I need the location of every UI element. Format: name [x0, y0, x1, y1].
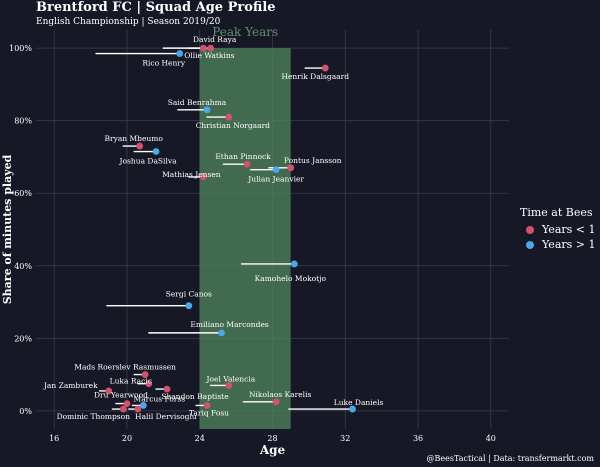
peak-years-band: [199, 48, 291, 430]
player-label: Mads Roerslev Rasmussen: [74, 363, 176, 372]
y-tick-label: 80%: [14, 117, 32, 126]
legend-dot-icon: [526, 225, 534, 234]
y-tick-label: 100%: [9, 44, 32, 53]
player-label: Sergi Canos: [166, 290, 212, 299]
y-tick-label: 60%: [14, 189, 32, 198]
x-tick-label: 40: [486, 434, 496, 443]
x-axis-title: Age: [259, 443, 286, 457]
y-tick-label: 20%: [14, 334, 32, 343]
player-point: [203, 106, 211, 114]
player-point: [290, 260, 298, 268]
player-label: Luke Daniels: [334, 398, 384, 407]
player-point: [145, 380, 153, 388]
player-label: Tariq Fosu: [189, 408, 229, 417]
player-point: [123, 400, 131, 408]
legend-dot-icon: [526, 240, 534, 249]
player-point: [185, 302, 193, 310]
player-label: Dominic Thompson: [57, 412, 130, 421]
player-point: [272, 166, 280, 174]
chart-subtitle: English Championship | Season 2019/20: [36, 17, 221, 27]
x-tick-label: 32: [340, 434, 350, 443]
player-point: [141, 371, 149, 378]
player-point: [218, 329, 225, 337]
player-label: Said Benrahma: [168, 98, 227, 107]
player-point: [152, 148, 160, 155]
player-label: Rico Henry: [142, 59, 186, 68]
player-point: [176, 50, 184, 57]
legend-label: Years < 1: [542, 223, 596, 236]
player-label: Halil Dervisoglu: [135, 412, 197, 421]
player-point: [134, 405, 142, 413]
player-point: [349, 405, 356, 413]
y-axis-title: Share of minutes played: [1, 154, 14, 304]
legend-title: Time at Bees: [520, 206, 593, 219]
legend-item-years-lt-1: Years < 1: [526, 223, 598, 236]
player-label: Joel Valencia: [205, 374, 255, 383]
x-tick-label: 36: [413, 434, 423, 443]
player-label: Dru Yearwood: [94, 391, 148, 400]
player-label: Julian Jeanvier: [247, 175, 304, 184]
player-point: [287, 164, 295, 172]
player-label: Pontus Jansson: [284, 156, 342, 165]
player-label: Mathias Jensen: [162, 170, 221, 179]
player-label: Jan Zamburek: [43, 381, 98, 390]
player-point: [105, 387, 113, 395]
player-label: Shandon Baptiste: [161, 392, 229, 401]
player-point: [199, 44, 207, 52]
player-label: Marcus Forss: [134, 394, 186, 403]
player-label: Christian Norgaard: [196, 121, 270, 130]
legend: Time at Bees Years < 1 Years > 1: [520, 206, 598, 251]
player-point: [272, 398, 280, 406]
player-label: Henrik Dalsgaard: [281, 72, 349, 81]
legend-item-years-gt-1: Years > 1: [526, 238, 598, 251]
player-label: Ollie Watkins: [184, 51, 234, 60]
player-point: [321, 64, 329, 72]
x-tick-label: 24: [195, 434, 205, 443]
player-point: [136, 142, 144, 150]
player-point: [163, 385, 171, 393]
player-point: [139, 402, 147, 409]
player-label: David Raya: [193, 35, 237, 44]
player-label: Kamohelo Mokotjo: [255, 274, 327, 283]
player-label: Ethan Pinnock: [215, 152, 271, 161]
player-label: Emiliano Marcondes: [190, 320, 269, 329]
player-point: [119, 405, 127, 413]
player-point: [207, 44, 215, 52]
player-label: Luka Racic: [110, 377, 152, 386]
player-point: [199, 173, 207, 181]
chart-title: Brentford FC | Squad Age Profile: [36, 0, 276, 15]
y-tick-label: 0%: [19, 407, 32, 416]
player-label: Joshua DaSilva: [119, 157, 178, 166]
player-label: Nikolaos Karelis: [249, 390, 312, 399]
peak-years-label: Peak Years: [212, 25, 278, 39]
y-tick-label: 40%: [14, 262, 32, 271]
player-point: [225, 382, 233, 389]
x-tick-label: 20: [122, 434, 132, 443]
x-tick-label: 16: [49, 434, 59, 443]
player-label: Bryan Mbeumo: [104, 134, 163, 143]
legend-label: Years > 1: [542, 238, 596, 251]
player-point: [203, 402, 211, 409]
player-point: [225, 113, 233, 121]
source-caption: @BeesTactical | Data: transfermarkt.com: [426, 454, 594, 463]
x-tick-label: 28: [267, 434, 277, 443]
player-point: [243, 160, 251, 168]
